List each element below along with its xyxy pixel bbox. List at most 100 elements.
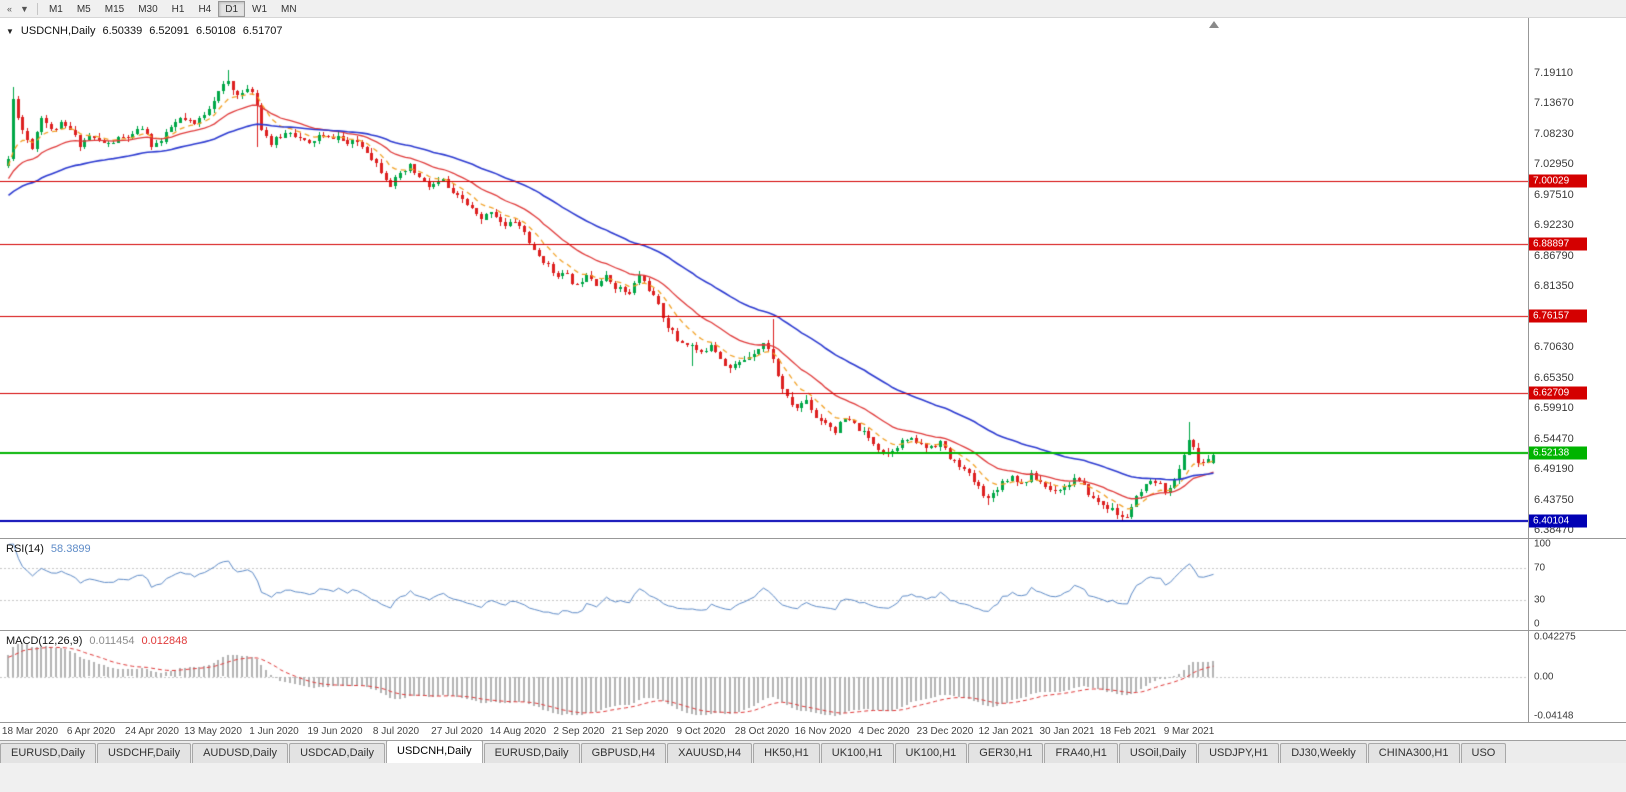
caret-down-icon[interactable]: ▼ xyxy=(20,3,29,14)
chart-ohlc-header: ▼ USDCNH,Daily 6.50339 6.52091 6.50108 6… xyxy=(6,25,283,37)
price-line-label: 6.40104 xyxy=(1529,514,1587,528)
price-tick: 6.70630 xyxy=(1534,341,1574,354)
timeframe-button-m30[interactable]: M30 xyxy=(138,3,158,15)
chart-tab-uk100-h1[interactable]: UK100,H1 xyxy=(894,743,968,763)
date-label: 13 May 2020 xyxy=(184,726,242,737)
date-label: 4 Dec 2020 xyxy=(858,726,910,737)
chart-tab-usoil-daily[interactable]: USOil,Daily xyxy=(1118,743,1198,763)
chart-tab-dj30-weekly[interactable]: DJ30,Weekly xyxy=(1280,743,1367,763)
rsi-axis-label: 100 xyxy=(1534,538,1551,550)
chart-shift-marker[interactable] xyxy=(1209,21,1219,28)
price-axis[interactable]: 7.19110 7.13670 7.08230 7.02950 6.97510 6.922… xyxy=(1528,18,1626,538)
price-tick: 7.19110 xyxy=(1534,67,1573,79)
timeframe-button-mn[interactable]: MN xyxy=(281,3,297,15)
date-label: 12 Jan 2021 xyxy=(978,726,1034,737)
timeframe-button-m5[interactable]: M5 xyxy=(76,3,91,15)
price-tick: 6.49190 xyxy=(1534,463,1574,476)
date-label: 27 Jul 2020 xyxy=(431,726,483,737)
price-line-label: 6.52138 xyxy=(1529,446,1587,460)
price-tick: 6.43750 xyxy=(1534,493,1574,506)
chart-tab-usdchf-daily[interactable]: USDCHF,Daily xyxy=(96,743,192,763)
price-tick: 6.86790 xyxy=(1534,249,1574,262)
timeframe-button-h1[interactable]: H1 xyxy=(171,3,185,15)
rsi-axis[interactable]: 100 70 30 0 xyxy=(1528,539,1626,630)
timeframe-button-d1[interactable]: D1 xyxy=(218,0,246,17)
date-label: 18 Feb 2021 xyxy=(1099,726,1157,737)
top-toolbar: «▼ M1 M5 M15 M30 H1 H4 D1 W1 MN xyxy=(0,0,1626,18)
price-tick: 6.59910 xyxy=(1534,402,1574,415)
date-label: 8 Jul 2020 xyxy=(372,726,420,737)
price-tick: 7.13670 xyxy=(1534,97,1574,110)
date-label: 18 Mar 2020 xyxy=(1,726,59,737)
date-label: 9 Mar 2021 xyxy=(1163,726,1215,737)
chart-tab-xauusd-h4[interactable]: XAUUSD,H4 xyxy=(667,743,753,763)
macd-axis[interactable]: 0.042275 0.00 -0.04148 xyxy=(1528,631,1626,722)
macd-axis-label: 0.042275 xyxy=(1534,631,1576,643)
double-left-arrow-icon[interactable]: « xyxy=(7,3,13,14)
symbol-dropdown-icon[interactable]: ▼ xyxy=(6,26,14,36)
chart-tab-ger30-h1[interactable]: GER30,H1 xyxy=(968,743,1044,763)
price-line-label: 6.88897 xyxy=(1529,237,1587,251)
low-value: 6.50108 xyxy=(196,25,236,37)
main-chart-panel: ▼ USDCNH,Daily 6.50339 6.52091 6.50108 6… xyxy=(0,18,1626,538)
date-label: 21 Sep 2020 xyxy=(611,726,669,737)
timeframe-button-m1[interactable]: M1 xyxy=(48,3,63,15)
date-axis[interactable]: 18 Mar 2020 6 Apr 2020 24 Apr 2020 13 May 2… xyxy=(0,722,1626,740)
macd-main-value: 0.011454 xyxy=(89,635,135,647)
date-label: 30 Jan 2021 xyxy=(1039,726,1095,737)
date-label: 28 Oct 2020 xyxy=(734,726,790,737)
price-line-label: 6.62709 xyxy=(1529,386,1587,400)
rsi-axis-label: 30 xyxy=(1534,594,1546,606)
chart-tab-eurusd-daily[interactable]: EURUSD,Daily xyxy=(483,743,580,763)
toolbar-icons: «▼ xyxy=(3,1,33,17)
date-label: 2 Sep 2020 xyxy=(553,726,605,737)
rsi-canvas[interactable] xyxy=(0,539,1528,630)
date-label: 1 Jun 2020 xyxy=(249,726,299,737)
price-tick: 7.02950 xyxy=(1534,158,1574,171)
price-chart-canvas[interactable] xyxy=(0,18,1528,538)
rsi-value: 58.3899 xyxy=(50,543,91,555)
chart-tab-hk50-h1[interactable]: HK50,H1 xyxy=(753,743,820,763)
date-label: 6 Apr 2020 xyxy=(66,726,116,737)
chart-tab-audusd-daily[interactable]: AUDUSD,Daily xyxy=(192,743,289,763)
chart-tab-china300-h1[interactable]: CHINA300,H1 xyxy=(1367,743,1460,763)
price-tick: 6.92230 xyxy=(1534,219,1574,232)
macd-axis-label: -0.04148 xyxy=(1534,710,1574,722)
price-line-label: 7.00029 xyxy=(1529,174,1587,188)
chart-tabs: EURUSD,Daily USDCHF,Daily AUDUSD,Daily USDC… xyxy=(0,740,1626,763)
rsi-label: RSI(14) 58.3899 xyxy=(6,543,91,555)
chart-tab-eurusd-daily[interactable]: EURUSD,Daily xyxy=(0,743,96,763)
timeframe-button-m15[interactable]: M15 xyxy=(104,3,125,15)
chart-tab-fra40-h1[interactable]: FRA40,H1 xyxy=(1044,743,1118,763)
price-tick: 6.65350 xyxy=(1534,371,1574,384)
price-line-label: 6.76157 xyxy=(1529,309,1587,323)
rsi-name: RSI(14) xyxy=(6,543,44,555)
rsi-axis-label: 0 xyxy=(1534,618,1540,630)
high-value: 6.52091 xyxy=(149,25,190,37)
price-tick: 7.08230 xyxy=(1534,127,1574,140)
chart-tab-uso[interactable]: USO xyxy=(1460,743,1507,763)
timeframe-button-h4[interactable]: H4 xyxy=(198,3,212,15)
chart-tab-usdcad-daily[interactable]: USDCAD,Daily xyxy=(289,743,386,763)
macd-label: MACD(12,26,9) 0.011454 0.012848 xyxy=(6,635,187,647)
date-label: 19 Jun 2020 xyxy=(307,726,363,737)
chart-tab-usdjpy-h1[interactable]: USDJPY,H1 xyxy=(1198,743,1280,763)
macd-canvas[interactable] xyxy=(0,631,1528,722)
date-label: 9 Oct 2020 xyxy=(676,726,726,737)
rsi-axis-label: 70 xyxy=(1534,562,1546,574)
macd-signal-value: 0.012848 xyxy=(141,635,188,647)
chart-tab-usdcnh-daily[interactable]: USDCNH,Daily xyxy=(386,741,483,763)
timeframe-buttons: M1 M5 M15 M30 H1 H4 D1 W1 MN xyxy=(42,0,304,17)
toolbar-separator xyxy=(36,2,38,15)
macd-name: MACD(12,26,9) xyxy=(6,635,83,647)
rsi-panel: RSI(14) 58.3899 100 70 30 0 xyxy=(0,538,1626,630)
date-label: 24 Apr 2020 xyxy=(125,726,179,737)
chart-tab-gbpusd-h4[interactable]: GBPUSD,H4 xyxy=(580,743,667,763)
price-tick: 6.54470 xyxy=(1534,432,1574,445)
status-bar xyxy=(0,763,1626,792)
chart-tab-uk100-h1[interactable]: UK100,H1 xyxy=(820,743,894,763)
symbol-label: USDCNH,Daily xyxy=(20,25,96,37)
timeframe-button-w1[interactable]: W1 xyxy=(252,3,268,15)
date-label: 16 Nov 2020 xyxy=(794,726,852,737)
